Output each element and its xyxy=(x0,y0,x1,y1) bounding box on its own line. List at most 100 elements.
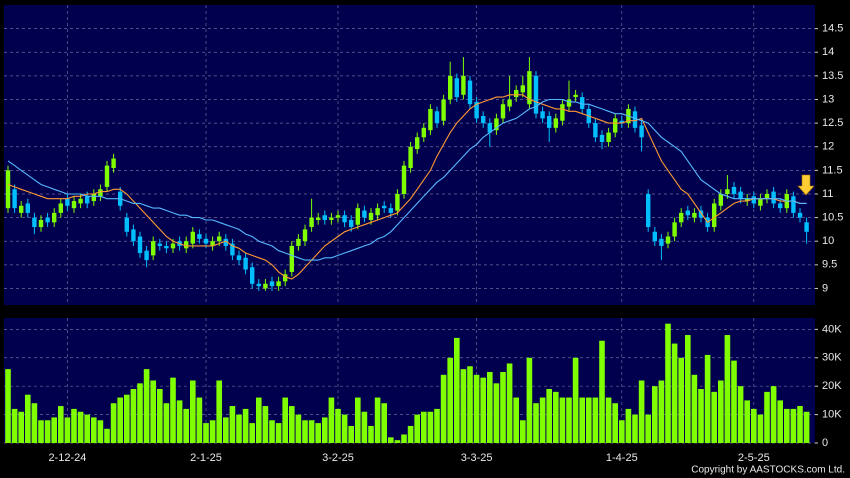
y-tick-label: 40K xyxy=(822,323,842,335)
candle-body xyxy=(388,208,393,213)
candle-body xyxy=(263,283,268,289)
volume-bar xyxy=(110,403,117,443)
candle-body xyxy=(712,203,717,228)
volume-bar xyxy=(5,369,11,443)
x-tick-label: 3-2-25 xyxy=(322,452,354,464)
volume-bar xyxy=(25,394,31,443)
volume-bar xyxy=(460,369,467,443)
volume-bar xyxy=(249,423,255,443)
candle-body xyxy=(527,71,532,105)
volume-bar xyxy=(473,374,480,443)
candle-body xyxy=(342,215,347,223)
volume-bar xyxy=(130,389,137,443)
candle-body xyxy=(355,208,360,225)
candle-body xyxy=(137,236,143,254)
volume-bar xyxy=(513,397,519,443)
volume-bar xyxy=(157,389,163,443)
candle-body xyxy=(467,80,473,105)
candle-body xyxy=(236,255,242,261)
volume-bar xyxy=(737,386,744,443)
candle-body xyxy=(672,222,677,237)
volume-bar xyxy=(18,411,24,443)
candle-body xyxy=(32,217,37,228)
volume-bar xyxy=(553,391,559,443)
volume-bar xyxy=(104,428,110,443)
candle-body xyxy=(415,137,420,150)
candle-body xyxy=(764,193,770,199)
candle-body xyxy=(533,75,539,114)
candle-body xyxy=(758,198,763,206)
volume-bar xyxy=(480,377,486,443)
candle-body xyxy=(461,75,466,95)
candle-body xyxy=(230,243,235,256)
volume-bar xyxy=(269,420,275,443)
candle-body xyxy=(692,212,697,218)
volume-bar xyxy=(566,397,572,443)
candle-body xyxy=(217,236,222,242)
candle-body xyxy=(745,198,750,202)
y-tick-label: 11 xyxy=(822,188,833,200)
candle-body xyxy=(309,217,314,228)
volume-bar xyxy=(229,406,236,443)
y-tick-label: 10.5 xyxy=(822,212,843,224)
y-tick-label: 12.5 xyxy=(822,117,843,129)
volume-bar xyxy=(38,420,44,443)
candle-body xyxy=(269,281,275,287)
volume-bar xyxy=(64,417,71,443)
volume-bar xyxy=(790,408,797,443)
volume-bar xyxy=(124,394,130,443)
candle-body xyxy=(329,217,334,220)
volume-bar xyxy=(711,391,717,443)
candle-body xyxy=(566,99,572,107)
volume-bar xyxy=(77,411,84,443)
volume-bar xyxy=(223,417,229,443)
candle-body xyxy=(639,125,644,138)
volume-bar xyxy=(777,400,783,443)
candle-body xyxy=(481,116,486,124)
volume-bar xyxy=(407,425,414,443)
copyright: Copyright by AASTOCKS.com Ltd. xyxy=(691,465,845,476)
candle-body xyxy=(316,217,321,220)
candle-body xyxy=(421,127,426,138)
volume-bar xyxy=(526,357,533,443)
volume-bar xyxy=(315,423,321,443)
volume-bar xyxy=(803,411,810,443)
volume-bar xyxy=(150,380,156,443)
volume-bar xyxy=(612,403,618,443)
signal-arrow xyxy=(797,174,815,196)
candle-body xyxy=(157,243,162,246)
candle-body xyxy=(322,215,327,220)
candle-body xyxy=(408,146,413,168)
volume-bar xyxy=(401,434,407,443)
candle-body xyxy=(368,212,374,220)
volume-bar xyxy=(71,408,77,443)
volume-bar xyxy=(242,408,249,443)
candle-body xyxy=(553,118,558,128)
candle-body xyxy=(401,165,407,194)
candle-body xyxy=(243,257,248,270)
candle-body xyxy=(276,281,281,287)
volume-bar xyxy=(421,411,427,443)
volume-bar xyxy=(493,383,500,443)
volume-bar xyxy=(91,417,97,443)
x-tick-label: 2-5-25 xyxy=(738,452,770,464)
volume-bar xyxy=(190,380,196,443)
volume-bar xyxy=(262,406,269,443)
volume-bar xyxy=(203,423,209,443)
candle-body xyxy=(210,241,215,246)
volume-bar xyxy=(289,406,295,443)
candle-body xyxy=(428,108,433,131)
candle-body xyxy=(791,196,796,213)
volume-bar xyxy=(368,425,374,443)
volume-bar xyxy=(84,414,90,443)
volume-bar xyxy=(374,397,381,443)
candle-body xyxy=(771,191,776,204)
candle-body xyxy=(38,219,44,228)
volume-bar xyxy=(718,380,724,443)
y-tick-label: 0 xyxy=(822,437,828,449)
volume-bar xyxy=(533,403,539,443)
volume-bar xyxy=(605,397,612,443)
volume-bar xyxy=(764,391,770,443)
volume-bar xyxy=(196,397,203,443)
volume-bar xyxy=(691,374,698,443)
